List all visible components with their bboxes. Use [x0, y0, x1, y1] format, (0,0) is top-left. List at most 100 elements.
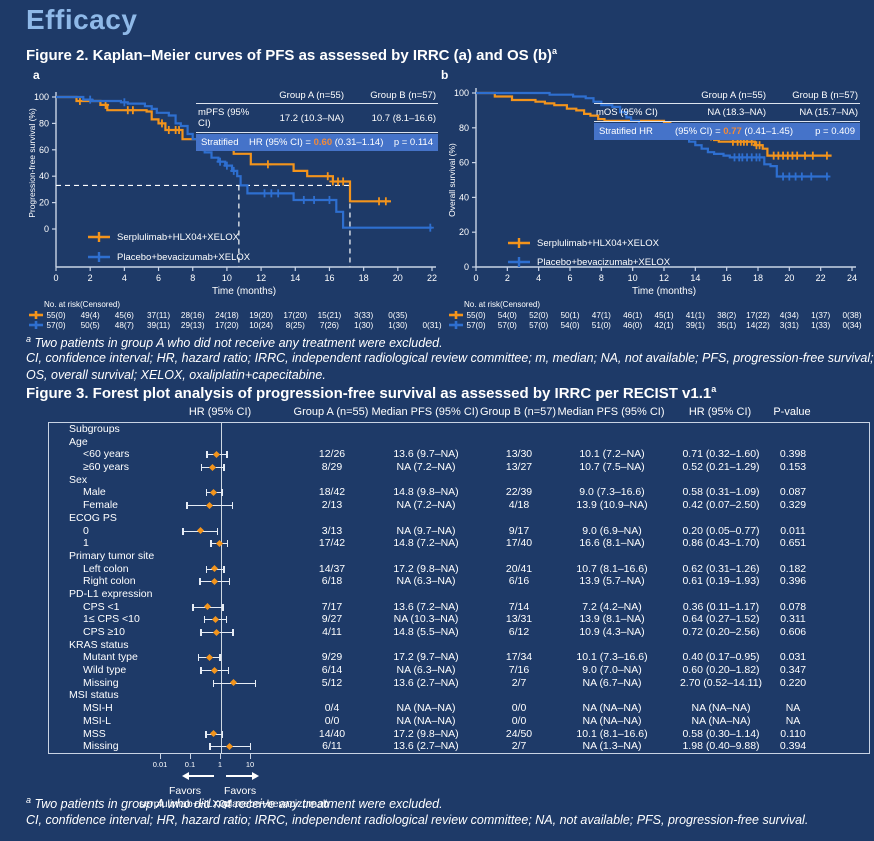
svg-text:50(5): 50(5): [81, 321, 100, 330]
svg-text:12: 12: [659, 273, 669, 283]
forest-data-row: Right colon 6/18 NA (6.3–NA) 6/16 13.9 (5.7–…: [49, 575, 869, 588]
svg-text:14: 14: [290, 273, 300, 283]
svg-text:46(0): 46(0): [623, 321, 642, 330]
svg-text:45(1): 45(1): [654, 311, 673, 320]
group-a-events: 14/37: [318, 562, 346, 575]
ci-cap-low: [210, 540, 212, 548]
hr-marker: [211, 615, 219, 623]
hr-marker: [210, 488, 218, 496]
figure3-heading-text: Figure 3. Forest plot analysis of progre…: [26, 385, 712, 402]
col-header-group-b: Group B (n=57): [479, 406, 557, 418]
group-a-events: 17/42: [318, 537, 346, 550]
svg-text:2: 2: [505, 273, 510, 283]
favors-left-arrowhead: [182, 772, 189, 780]
svg-text:42(1): 42(1): [654, 321, 673, 330]
group-b-events: 7/16: [508, 664, 530, 677]
page-title: Efficacy: [26, 4, 138, 35]
subgroup-label: Right colon: [83, 575, 136, 588]
svg-text:20: 20: [39, 198, 49, 208]
median-pfs-b: 10.1 (7.2–NA): [579, 448, 645, 461]
svg-text:4: 4: [122, 273, 127, 283]
subgroup-label: 1≤ CPS <10: [83, 613, 140, 626]
forest-data-row: MSI-L 0/0 NA (NA–NA) 0/0 NA (NA–NA) NA (NA–NA…: [49, 715, 869, 728]
km-chart-pfs: 0 20 40 60 80 100 0 2 4 6 8 10 12 14 16 18 20 22 Progressi…: [27, 92, 442, 330]
median-pfs-a: 17.2 (9.8–NA): [393, 727, 459, 740]
ci-cap-high: [232, 629, 234, 636]
median-pfs-b: NA (6.7–NA): [582, 676, 642, 689]
ci-cap-high: [221, 489, 223, 497]
ci-cap-low: [200, 629, 202, 636]
median-pfs-b: 10.1 (8.1–16.6): [576, 727, 648, 740]
hr-marker: [211, 565, 219, 573]
group-b-events: 6/16: [508, 575, 530, 588]
group-a-events: 5/12: [321, 676, 343, 689]
svg-text:No. at risk(Censored): No. at risk(Censored): [44, 300, 120, 309]
median-pfs-b: 9.0 (7.3–16.6): [579, 486, 645, 499]
figure2-heading-sup: a: [552, 46, 558, 56]
subgroup-label: MSS: [83, 727, 106, 740]
svg-text:39(1): 39(1): [686, 321, 705, 330]
ci-cap-high: [254, 679, 256, 687]
ci-cap-high: [227, 667, 230, 675]
svg-text:1(30): 1(30): [388, 321, 407, 330]
figure3-heading-sup: a: [711, 384, 717, 394]
svg-text:17(22): 17(22): [746, 311, 770, 320]
group-a-events: 0/0: [324, 714, 340, 727]
svg-text:Overall survival (%): Overall survival (%): [447, 143, 457, 217]
axis-tick: [250, 754, 251, 759]
favors-left-arrow: [188, 775, 214, 777]
group-a-header: Group A (n=55): [701, 90, 766, 101]
ci-cap-high: [228, 578, 231, 586]
group-b-events: 13/27: [505, 461, 533, 474]
subgroup-label: CPS ≥10: [83, 626, 125, 638]
ci-cap-low: [212, 679, 214, 687]
forest-group-row: ECOG PS: [49, 512, 869, 525]
hr-ci-text: 0.36 (0.11–1.17): [682, 600, 760, 613]
hr-ci-text: 0.62 (0.31–1.26): [682, 562, 760, 575]
ci-cap-low: [197, 654, 200, 662]
svg-text:60: 60: [39, 145, 49, 155]
median-pfs-a: 17.2 (9.7–NA): [393, 651, 459, 664]
figure3-footnote-1: a Two patients in group A who did not re…: [26, 795, 443, 811]
p-value-text: 0.394: [779, 740, 807, 753]
svg-text:17(20): 17(20): [215, 321, 239, 330]
ci-cap-high: [226, 451, 228, 459]
median-pfs-b: 10.7 (7.5–NA): [579, 461, 645, 474]
forest-rows: Subgroups Age <60 years 12/26 13.6 (9.7–NA) 1…: [49, 423, 869, 753]
subgroup-label: Age: [69, 435, 88, 448]
p-value-text: 0.606: [779, 626, 807, 638]
hr-marker: [210, 729, 218, 738]
subgroup-label: Missing: [83, 676, 119, 689]
median-pfs-b: 13.9 (10.9–NA): [576, 499, 648, 512]
ci-cap-low: [200, 464, 203, 472]
p-value-text: NA: [785, 714, 801, 727]
p-value-text: 0.329: [779, 499, 807, 512]
hr-mid: (95% CI) =: [674, 126, 721, 137]
forest-group-row: Subgroups: [49, 423, 869, 436]
svg-text:57(0): 57(0): [46, 321, 65, 330]
forest-data-row: Left colon 14/37 17.2 (9.8–NA) 20/41 10.7 (8…: [49, 563, 869, 576]
svg-text:Serplulimab+HLX04+XELOX: Serplulimab+HLX04+XELOX: [117, 232, 240, 243]
svg-text:47(1): 47(1): [592, 311, 611, 320]
p-value-text: 0.153: [779, 461, 807, 474]
svg-text:10(24): 10(24): [249, 321, 273, 330]
subgroup-label: Female: [83, 499, 119, 512]
ci-cap-high: [225, 616, 227, 624]
favors-right-label: Favors placebo+bevacizumab: [224, 785, 384, 811]
svg-text:10: 10: [222, 273, 232, 283]
ci-cap-low: [205, 565, 208, 573]
median-value-b: NA (15.7–NA): [799, 107, 858, 118]
svg-text:80: 80: [39, 118, 49, 128]
stratified-hr-row: Stratified HR (95% CI) = 0.77 (0.41–1.45…: [594, 123, 860, 140]
favors-treatment: serplulimab+HLX04: [139, 798, 231, 810]
group-b-events: 0/0: [511, 714, 527, 727]
svg-text:55(0): 55(0): [46, 311, 65, 320]
svg-text:41(1): 41(1): [686, 311, 705, 320]
svg-text:Placebo+bevacizumab+XELOX: Placebo+bevacizumab+XELOX: [117, 252, 251, 263]
footnote-text: Two patients in group A who did not rece…: [31, 797, 443, 812]
forest-data-row: Missing 5/12 13.6 (2.7–NA) 2/7 NA (6.7–NA) 2.…: [49, 677, 869, 690]
axis-tick: [160, 754, 161, 759]
svg-text:45(6): 45(6): [115, 311, 134, 320]
